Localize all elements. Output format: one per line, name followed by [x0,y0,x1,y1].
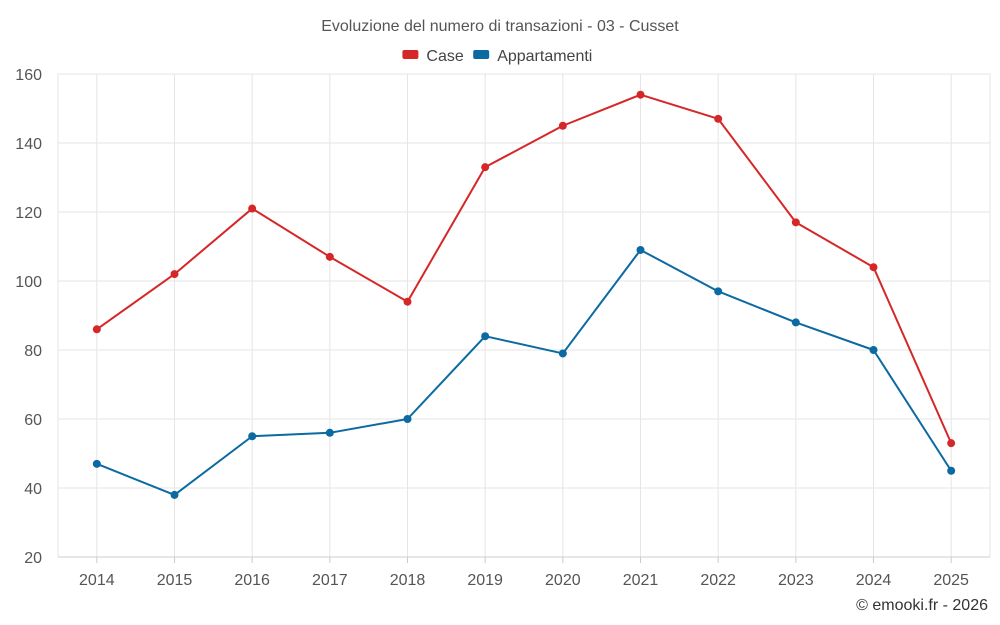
data-point-case[interactable] [636,90,645,99]
x-tick-label: 2020 [545,572,581,589]
x-tick-label: 2018 [390,572,426,589]
data-point-case[interactable] [170,270,179,279]
data-point-appartamenti[interactable] [947,466,956,475]
data-point-case[interactable] [791,218,800,227]
x-tick-label: 2015 [157,572,193,589]
y-tick-label: 80 [24,343,42,360]
data-point-case[interactable] [248,204,257,213]
y-tick-label: 140 [15,136,42,153]
data-point-appartamenti[interactable] [558,349,567,358]
legend-swatch [402,50,419,59]
data-point-appartamenti[interactable] [170,490,179,499]
legend-item-appartamenti[interactable]: Appartamenti [473,48,592,65]
data-point-appartamenti[interactable] [714,287,723,296]
data-point-appartamenti[interactable] [92,459,101,468]
data-point-case[interactable] [714,114,723,123]
x-tick-label: 2023 [778,572,814,589]
x-tick-label: 2019 [467,572,503,589]
series-layer [92,90,956,499]
legend-item-case[interactable]: Case [402,48,464,65]
legend-label: Case [426,48,463,65]
grid [57,73,991,558]
y-tick-label: 160 [15,67,42,84]
data-point-appartamenti[interactable] [248,432,257,441]
credit-text: © emooki.fr - 2026 [856,597,988,614]
x-tick-label: 2021 [623,572,659,589]
data-point-case[interactable] [403,297,412,306]
x-tick-label: 2022 [700,572,736,589]
data-point-case[interactable] [92,325,101,334]
data-point-appartamenti[interactable] [636,245,645,254]
legend: Case Appartamenti [402,48,592,65]
axes: 20 40 60 80 100 120 140 160 2014 2015 2016 2017 2018… [15,67,990,589]
series-line-case [96,93,953,444]
x-tick-label: 2016 [234,572,270,589]
x-tick-label: 2024 [856,572,892,589]
data-point-case[interactable] [947,439,956,448]
y-tick-label: 20 [24,550,42,567]
data-point-appartamenti[interactable] [791,318,800,327]
legend-swatch [473,50,490,59]
x-tick-label: 2017 [312,572,348,589]
y-tick-label: 120 [15,205,42,222]
data-point-case[interactable] [558,121,567,130]
x-tick-label: 2025 [933,572,969,589]
y-tick-label: 100 [15,274,42,291]
data-point-appartamenti[interactable] [481,332,490,341]
data-point-appartamenti[interactable] [403,415,412,423]
y-tick-label: 40 [24,481,42,498]
data-point-appartamenti[interactable] [325,428,334,437]
chart-title: Evoluzione del numero di transazioni - 0… [321,18,679,35]
data-point-appartamenti[interactable] [869,346,878,354]
data-point-case[interactable] [481,163,490,172]
data-point-case[interactable] [325,252,334,261]
x-tick-label: 2014 [79,572,115,589]
data-point-case[interactable] [869,263,878,272]
legend-label: Appartamenti [497,48,592,65]
y-tick-label: 60 [24,412,42,429]
series-line-appartamenti [96,248,953,496]
